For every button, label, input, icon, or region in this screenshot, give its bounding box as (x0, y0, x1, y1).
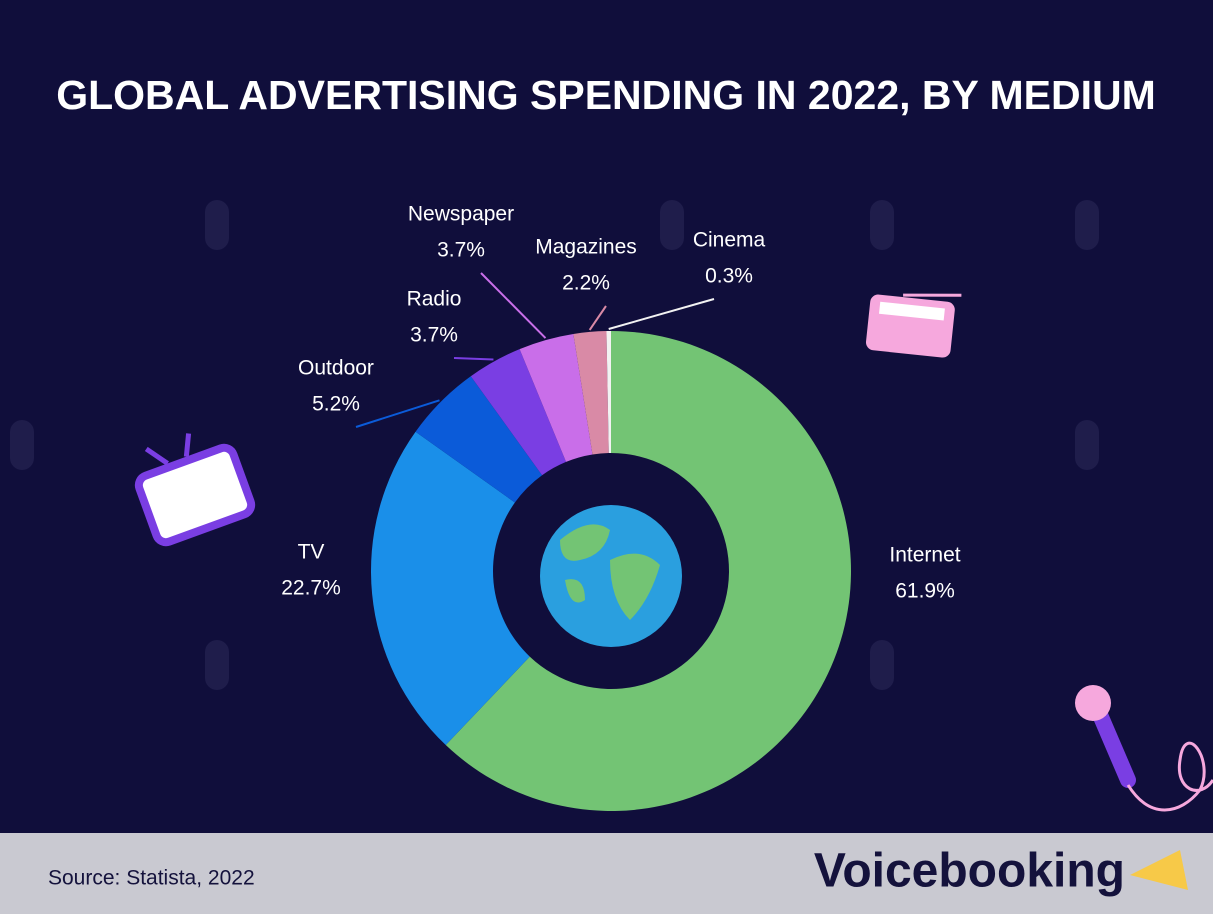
slice-label: Outdoor (298, 357, 374, 380)
leader-line (453, 357, 494, 361)
brand: Voicebooking (814, 845, 1125, 898)
donut-slice (445, 331, 852, 812)
slice-value-label: 3.7% (437, 239, 485, 262)
donut-slice (470, 349, 567, 476)
slice-label: TV (298, 541, 325, 564)
slice-value-label: 3.7% (410, 324, 458, 347)
footer-bar (0, 833, 1213, 914)
leader-line (608, 298, 715, 330)
slice-label: Cinema (693, 229, 766, 252)
globe (540, 505, 682, 647)
slice-label: Internet (889, 544, 960, 567)
donut-slice (415, 376, 543, 503)
background-pattern (10, 200, 1099, 690)
donut-slice (371, 431, 530, 746)
slice-label: Magazines (535, 236, 637, 259)
leader-line (588, 305, 607, 331)
donut: Internet 61.9% TV 22.7% Outdoor 5.2% Radio 3.7%… (281, 203, 961, 812)
slice-value-label: 61.9% (895, 580, 955, 603)
leader-line (355, 399, 440, 428)
slice-label: Radio (407, 288, 462, 311)
megaphone-icon (1130, 850, 1188, 890)
slice-value-label: 5.2% (312, 393, 360, 416)
leader-line (480, 272, 547, 339)
donut-slice (606, 331, 611, 454)
donut-slice (573, 331, 609, 455)
slice-value-label: 2.2% (562, 272, 610, 295)
mic-icon (1075, 685, 1213, 812)
chart-title: GLOBAL ADVERTISING SPENDING IN 2022, BY … (56, 72, 1156, 118)
slice-label: Newspaper (408, 203, 514, 226)
slice-value-label: 22.7% (281, 577, 341, 600)
radio-icon (865, 293, 962, 358)
tv-icon (134, 433, 256, 547)
source: Source: Statista, 2022 (48, 867, 255, 890)
donut-slice (519, 333, 593, 462)
slice-value-label: 0.3% (705, 265, 753, 288)
